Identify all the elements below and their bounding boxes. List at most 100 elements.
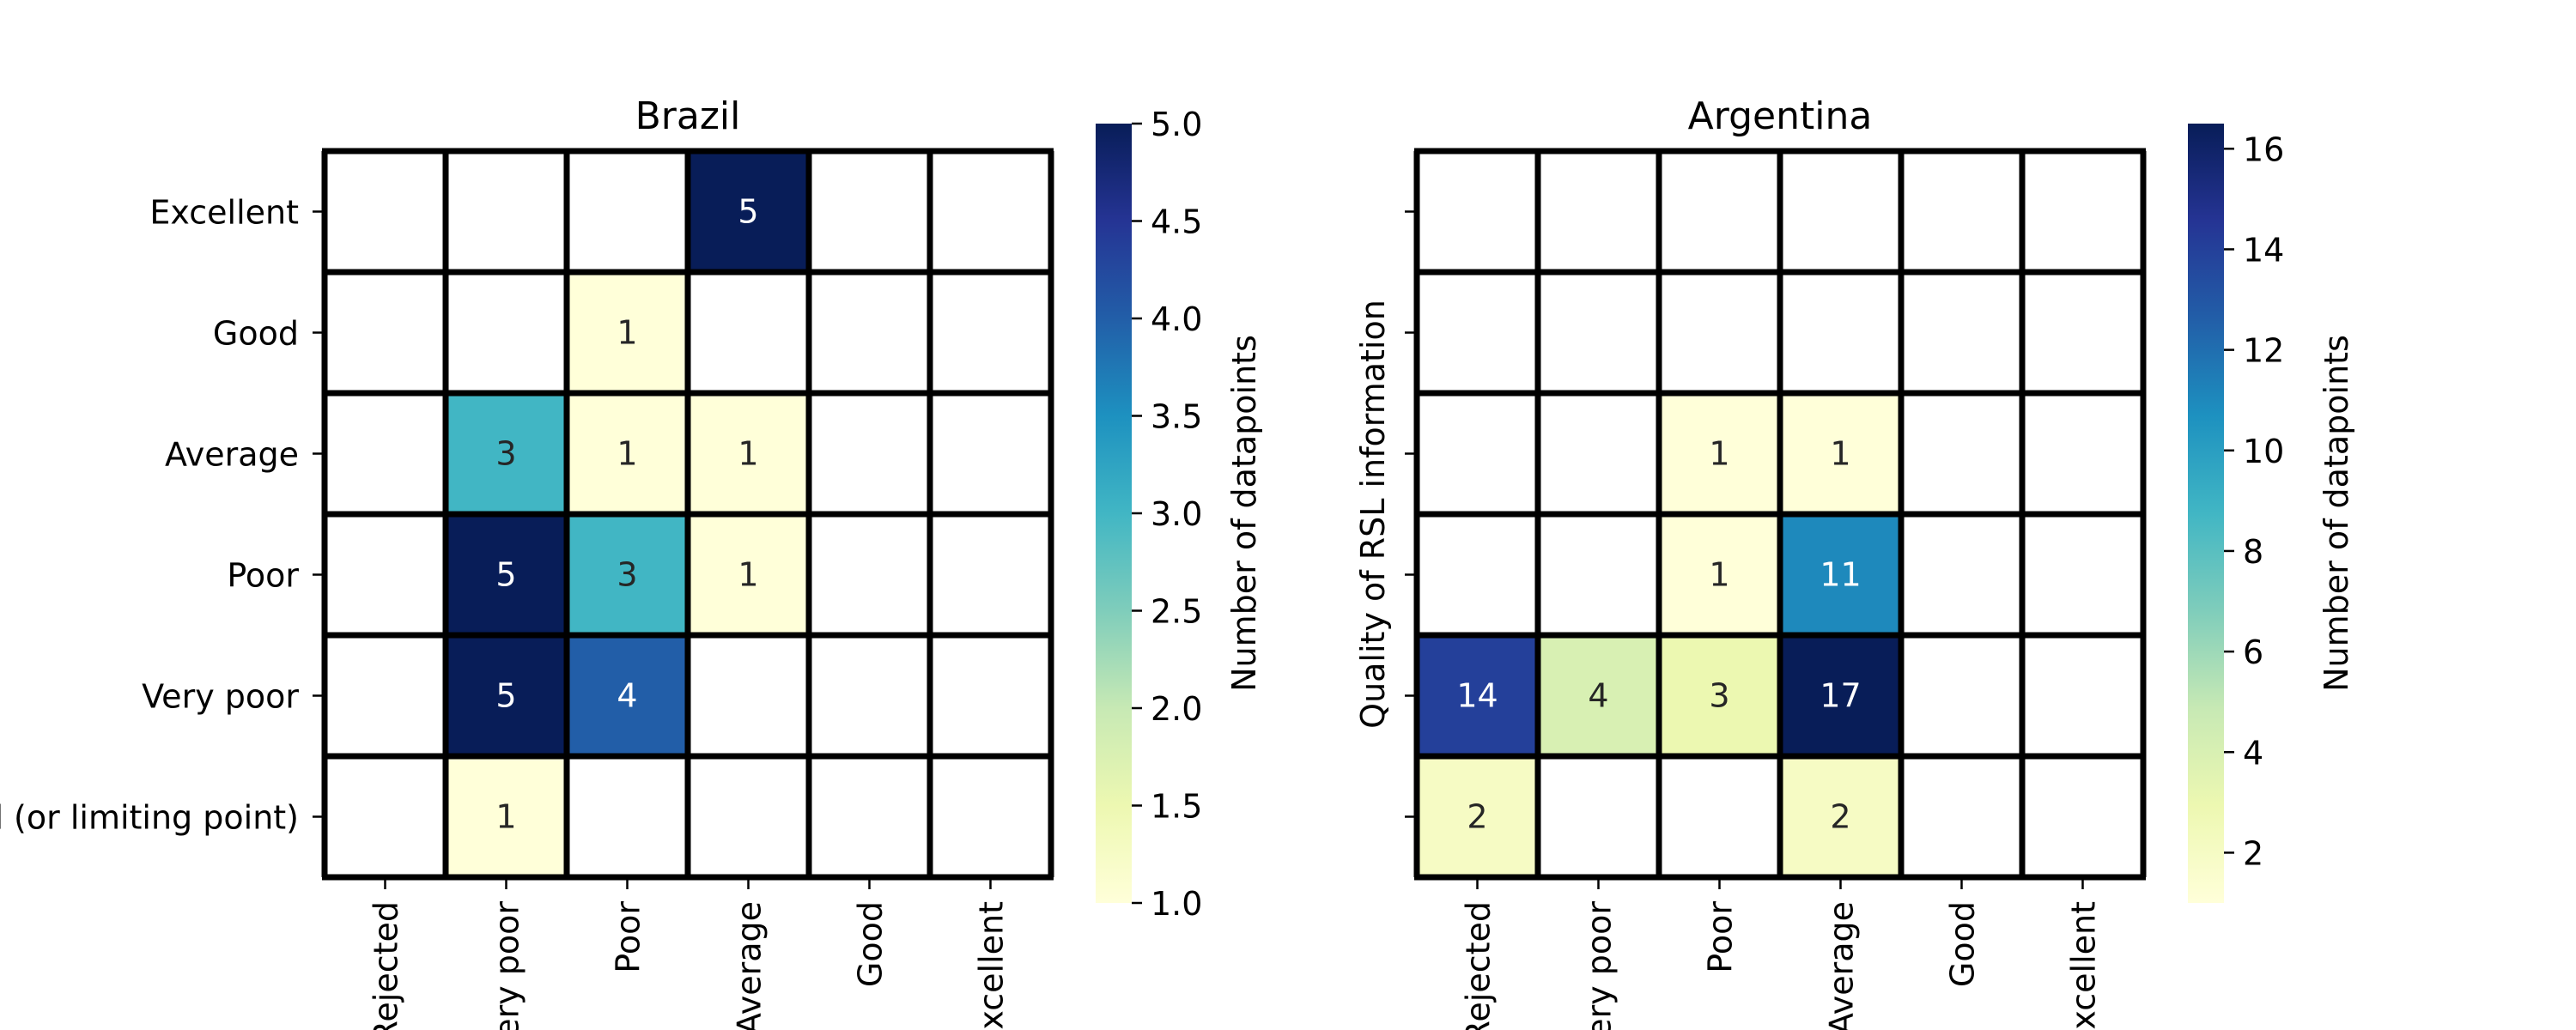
heatmap-cell — [1538, 635, 1659, 756]
heatmap-cell — [1659, 151, 1780, 272]
cell-value-label: 1 — [1709, 435, 1729, 473]
colorbar-tick-label: 10 — [2243, 433, 2284, 470]
heatmap-cell — [1659, 272, 1780, 393]
cell-value-label: 3 — [1709, 677, 1729, 715]
heatmap-cell — [325, 514, 446, 635]
heatmap-cell — [688, 272, 809, 393]
heatmap-cell — [567, 151, 688, 272]
heatmap-cell — [1901, 151, 2022, 272]
colorbar-tick-label: 2.0 — [1151, 690, 1202, 728]
heatmap-cell — [1901, 393, 2022, 514]
heatmap-cell — [1538, 393, 1659, 514]
heatmap-cell — [688, 756, 809, 877]
heatmap-cell — [1659, 635, 1780, 756]
heatmap-cell — [567, 272, 688, 393]
heatmap-cell — [2022, 514, 2143, 635]
heatmap-cell — [446, 151, 567, 272]
colorbar-tick-label: 2.5 — [1151, 593, 1202, 631]
colorbar — [2188, 124, 2224, 903]
cell-value-label: 1 — [1830, 435, 1850, 473]
x-tick-label: Good — [1944, 901, 1982, 987]
heatmap-cell — [2022, 393, 2143, 514]
y-tick-label: Very poor — [142, 678, 299, 716]
x-tick-label: Average — [1823, 901, 1861, 1030]
y-tick-label: Average — [165, 436, 299, 474]
heatmap-cell — [688, 635, 809, 756]
heatmap-cell — [1538, 514, 1659, 635]
heatmap-cell — [1901, 272, 2022, 393]
colorbar-tick-label: 8 — [2243, 533, 2263, 571]
heatmap-cell — [1417, 272, 1538, 393]
x-tick-label: Very poor — [489, 901, 526, 1030]
heatmap-cell — [325, 151, 446, 272]
heatmap-cell — [809, 151, 930, 272]
heatmap-cell — [1780, 514, 1901, 635]
chart-title: Argentina — [1688, 94, 1873, 138]
heatmap-cell — [1901, 514, 2022, 635]
colorbar-tick-label: 4.5 — [1151, 203, 1202, 241]
cell-value-label: 1 — [617, 314, 637, 352]
x-tick-label: Excellent — [2065, 901, 2103, 1030]
heatmap-cell — [1780, 756, 1901, 877]
colorbar-label: Number of datapoints — [1225, 335, 1263, 692]
colorbar-tick-label: 12 — [2243, 332, 2284, 370]
x-tick-label: Excellent — [973, 901, 1011, 1030]
heatmap-cell — [930, 756, 1051, 877]
heatmap-cell — [930, 635, 1051, 756]
heatmap-cell — [809, 393, 930, 514]
x-tick-label: Poor — [610, 901, 647, 973]
heatmap-cell — [1780, 393, 1901, 514]
y-tick-label: Excellent — [149, 194, 299, 232]
cell-value-label: 5 — [495, 556, 516, 594]
colorbar-tick-label: 1.5 — [1151, 788, 1202, 826]
y-tick-label: Rejected (or limiting point) — [0, 799, 299, 837]
heatmap-cell — [567, 393, 688, 514]
heatmap-cell — [1417, 151, 1538, 272]
colorbar-tick-label: 16 — [2243, 130, 2284, 168]
cell-value-label: 1 — [738, 556, 758, 594]
heatmap-cell — [1417, 635, 1538, 756]
heatmap-cell — [688, 514, 809, 635]
x-tick-label: Rejected — [1460, 901, 1498, 1030]
cell-value-label: 14 — [1456, 677, 1498, 715]
heatmap-cell — [1538, 151, 1659, 272]
cell-value-label: 3 — [617, 556, 637, 594]
cell-value-label: 4 — [617, 677, 637, 715]
cell-value-label: 4 — [1588, 677, 1608, 715]
heatmap-cell — [567, 635, 688, 756]
heatmap-cell — [1901, 756, 2022, 877]
heatmap-cell — [688, 151, 809, 272]
cell-value-label: 1 — [495, 798, 516, 836]
cell-value-label: 5 — [495, 677, 516, 715]
x-tick-label: Average — [731, 901, 769, 1030]
x-tick-label: Rejected — [368, 901, 405, 1030]
colorbar-tick-label: 4 — [2243, 734, 2263, 772]
colorbar-tick-label: 2 — [2243, 834, 2263, 872]
heatmap-cell — [446, 635, 567, 756]
heatmap-cell — [1901, 635, 2022, 756]
heatmap-cell — [1417, 393, 1538, 514]
colorbar-tick-label: 6 — [2243, 633, 2263, 671]
cell-value-label: 5 — [738, 193, 758, 231]
x-tick-label: Poor — [1702, 901, 1740, 973]
heatmap-cell — [1417, 756, 1538, 877]
cell-value-label: 11 — [1820, 556, 1861, 594]
heatmap-cell — [446, 272, 567, 393]
x-tick-label: Very poor — [1581, 901, 1619, 1030]
heatmap-cell — [1538, 756, 1659, 877]
chart-title: Brazil — [635, 94, 741, 138]
heatmap-cell — [930, 151, 1051, 272]
heatmap-cell — [930, 514, 1051, 635]
heatmap-cell — [446, 756, 567, 877]
colorbar — [1096, 124, 1132, 903]
colorbar-tick-label: 3.0 — [1151, 495, 1202, 533]
colorbar-tick-label: 1.0 — [1151, 885, 1202, 923]
heatmap-cell — [2022, 272, 2143, 393]
heatmap-cell — [809, 272, 930, 393]
y-tick-label: Good — [213, 315, 299, 353]
heatmap-cell — [2022, 151, 2143, 272]
y-tick-label: Poor — [227, 557, 299, 595]
heatmap-cell — [325, 635, 446, 756]
